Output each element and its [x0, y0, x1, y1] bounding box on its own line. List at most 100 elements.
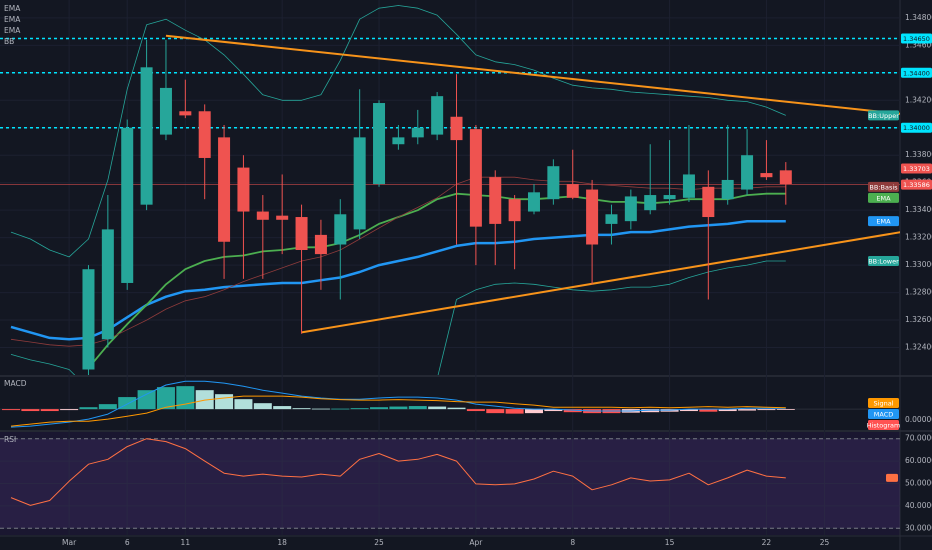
- indicator-line: [10, 395, 786, 427]
- price-tag-label: 1.33703: [903, 165, 930, 173]
- value-marker: [886, 473, 898, 482]
- candle-body: [121, 127, 134, 283]
- x-tick-label: Apr: [469, 538, 483, 547]
- pane-title: MACD: [4, 379, 27, 388]
- candle-body: [159, 87, 172, 135]
- x-tick-label: 22: [762, 538, 772, 547]
- series-tag: [868, 216, 899, 227]
- series-tag-label: BB:Basis: [869, 183, 898, 191]
- y-tick-label: 50.0000: [905, 479, 932, 488]
- y-tick-label: 1.33800: [905, 150, 932, 159]
- histogram-bar: [699, 409, 718, 412]
- price-tag-label: 1.34000: [903, 124, 930, 132]
- x-tick-label: 11: [181, 538, 191, 547]
- axes: Mar 6 11 18 25 Apr 8 15 22 25 1.32400 1.32600 1.3280…: [4, 4, 932, 547]
- legend-entry: EMA: [4, 15, 21, 24]
- y-tick-label: 0.00000: [905, 415, 932, 424]
- legend-entry: EMA: [4, 26, 21, 35]
- candle-body: [547, 166, 560, 200]
- price-tag: [901, 33, 932, 44]
- candle-body: [373, 103, 386, 185]
- histogram-bar: [311, 408, 330, 410]
- candle-body: [314, 234, 327, 255]
- histogram-bar: [350, 408, 369, 410]
- series-tag-label: MACD: [874, 411, 893, 419]
- candle-body: [527, 192, 540, 212]
- candle-body: [334, 214, 347, 245]
- y-tick-label: 60.0000: [905, 456, 932, 465]
- series-tag: [868, 110, 899, 121]
- candle-body: [489, 177, 502, 224]
- y-tick-label: 1.32600: [905, 315, 932, 324]
- price-tag: [901, 179, 932, 190]
- histogram-bar: [370, 407, 389, 410]
- main-pane: [0, 5, 900, 375]
- candle-body: [179, 111, 192, 116]
- price-tag: [901, 67, 932, 78]
- x-tick-label: 25: [820, 538, 830, 547]
- trend-line: [165, 34, 900, 115]
- series-tag: [868, 420, 899, 430]
- x-tick-label: 8: [570, 538, 575, 547]
- histogram-bar: [60, 409, 79, 411]
- pane-title: RSI: [4, 435, 16, 444]
- x-tick-label: 15: [665, 538, 675, 547]
- candle-body: [605, 214, 618, 224]
- histogram-bar: [40, 409, 59, 412]
- y-tick-label: 30.0000: [905, 523, 932, 532]
- candle-body: [353, 137, 366, 230]
- histogram-bar: [253, 403, 272, 410]
- candle-body: [140, 67, 153, 205]
- histogram-bar: [79, 407, 98, 410]
- series-tag: [868, 409, 899, 419]
- price-tag-label: 1.33586: [903, 181, 930, 189]
- candle-body: [663, 195, 676, 200]
- x-tick-label: 18: [277, 538, 287, 547]
- candle-body: [566, 184, 579, 198]
- histogram-bar: [98, 404, 117, 410]
- candle-body: [644, 195, 657, 211]
- indicator-line: [10, 5, 786, 258]
- histogram-bar: [544, 409, 563, 412]
- histogram-bar: [331, 408, 350, 410]
- series-tag: [868, 181, 899, 192]
- series-tag-label: Signal: [874, 400, 894, 408]
- candle-body: [741, 155, 754, 190]
- y-tick-label: 1.34600: [905, 40, 932, 49]
- series-tag-label: EMA: [876, 218, 891, 226]
- candle-body: [682, 174, 695, 198]
- price-tag-label: 1.34650: [903, 35, 930, 43]
- histogram-bar: [292, 408, 311, 410]
- series-tag: [868, 398, 899, 408]
- histogram-bar: [563, 409, 582, 413]
- legend-entry: EMA: [4, 4, 21, 13]
- price-tag: [901, 163, 932, 174]
- candle-body: [82, 269, 95, 370]
- histogram-bar: [215, 394, 234, 410]
- histogram-bar: [738, 409, 757, 411]
- histogram-bar: [234, 399, 253, 410]
- candle-body: [760, 173, 773, 178]
- histogram-bar: [776, 409, 795, 410]
- series-tag-label: BB:Upper: [868, 112, 899, 120]
- candle-body: [101, 229, 114, 340]
- histogram-bar: [389, 406, 408, 410]
- histogram-bar: [447, 407, 466, 410]
- candle-body: [586, 189, 599, 245]
- indicator-line: [10, 219, 786, 341]
- candle-body: [237, 167, 250, 212]
- histogram-bar: [21, 409, 40, 412]
- candle-body: [411, 127, 424, 138]
- y-tick-label: 1.32800: [905, 288, 932, 297]
- candle-body: [469, 129, 482, 227]
- candle-body: [624, 196, 637, 222]
- indicator-line: [10, 260, 786, 375]
- histogram-bar: [757, 409, 776, 411]
- x-tick-label: 25: [374, 538, 384, 547]
- histogram-bar: [176, 386, 195, 410]
- series-tag: [868, 255, 899, 266]
- histogram-bar: [718, 409, 737, 412]
- legend-entry: BB: [4, 37, 14, 46]
- indicator-line: [10, 380, 786, 428]
